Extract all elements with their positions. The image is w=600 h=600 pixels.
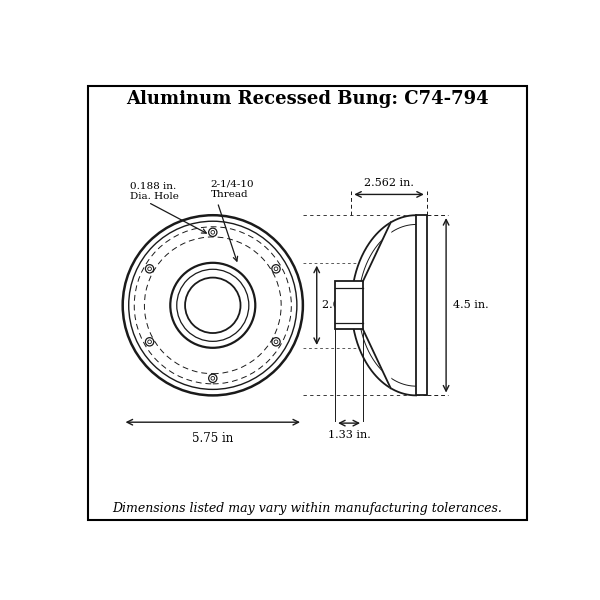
Text: 4.5 in.: 4.5 in. [452, 301, 488, 310]
Polygon shape [363, 223, 391, 388]
Text: Dimensions listed may vary within manufacturing tolerances.: Dimensions listed may vary within manufa… [113, 502, 502, 515]
Text: Aluminum Recessed Bung: C74-794: Aluminum Recessed Bung: C74-794 [126, 90, 489, 108]
Text: 2-1/4-10
Thread: 2-1/4-10 Thread [211, 179, 254, 199]
Polygon shape [352, 215, 416, 395]
Text: 2.0 in.: 2.0 in. [322, 301, 358, 310]
Bar [416, 215, 427, 395]
Text: 0.188 in.
Dia. Hole: 0.188 in. Dia. Hole [130, 182, 179, 202]
Text: 1.33 in.: 1.33 in. [328, 430, 370, 440]
Text: 5.75 in: 5.75 in [192, 433, 233, 445]
Bar [335, 281, 363, 329]
Text: 2.562 in.: 2.562 in. [364, 178, 414, 187]
